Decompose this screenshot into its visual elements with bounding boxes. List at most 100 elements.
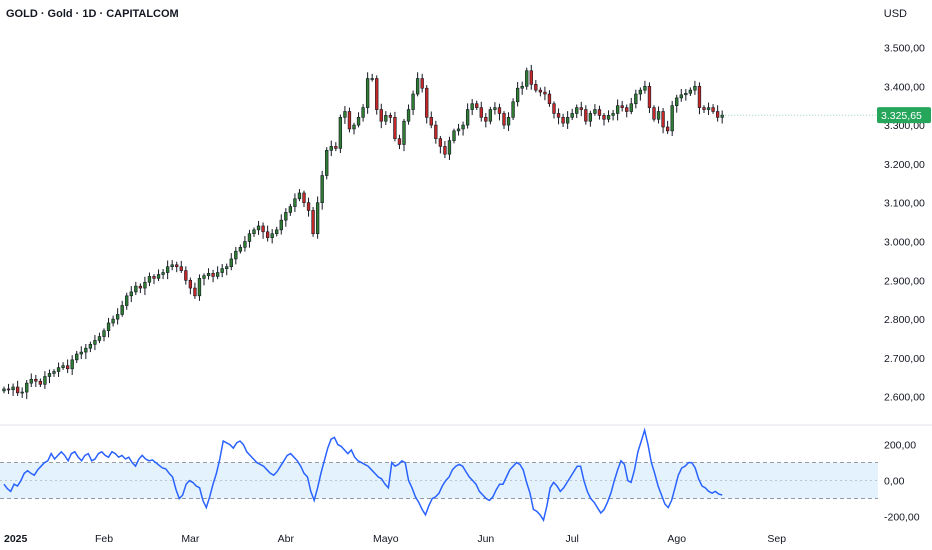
candle — [634, 89, 638, 109]
candle — [456, 123, 461, 136]
candle — [134, 281, 138, 296]
candle — [688, 87, 693, 96]
candle — [402, 118, 406, 152]
candle — [375, 75, 379, 115]
symbol-title: GOLD · Gold · 1D · CAPITALCOM — [6, 8, 179, 20]
candle — [506, 112, 511, 131]
candle — [529, 64, 533, 90]
candle — [329, 140, 333, 157]
candle — [620, 101, 624, 112]
candle — [293, 193, 297, 212]
candle — [706, 102, 711, 115]
candle — [602, 113, 606, 126]
candle — [425, 85, 429, 124]
time-tick-label: Feb — [95, 533, 113, 545]
candle — [461, 121, 465, 136]
candle — [261, 222, 265, 239]
candle — [693, 80, 697, 95]
candle — [334, 142, 338, 152]
candle — [406, 104, 411, 125]
price-tick-label: 2.700,00 — [884, 353, 925, 365]
candle — [429, 111, 433, 129]
candle — [597, 105, 602, 120]
candle — [275, 226, 279, 237]
price-tick-label: 3.100,00 — [884, 198, 925, 210]
candle — [715, 105, 720, 122]
candle — [484, 113, 488, 128]
candle — [515, 82, 520, 107]
candle — [606, 110, 611, 123]
candle — [120, 300, 124, 317]
candle — [670, 101, 674, 136]
candle — [538, 87, 543, 97]
candle — [593, 104, 597, 116]
candle — [356, 112, 361, 128]
time-tick-label: 2025 — [4, 533, 28, 545]
candle — [170, 260, 174, 271]
candle — [38, 378, 43, 388]
candle — [511, 98, 515, 121]
time-tick-label: Abr — [278, 533, 295, 545]
candle — [415, 72, 420, 97]
candle — [147, 272, 152, 287]
candle — [711, 104, 715, 114]
candle — [665, 120, 670, 134]
candle — [679, 88, 683, 102]
candle — [75, 350, 79, 363]
candle — [443, 140, 447, 159]
candle — [479, 101, 483, 122]
time-tick-label: Sep — [767, 533, 786, 545]
candle — [470, 99, 474, 115]
candle — [388, 112, 393, 124]
candle — [79, 346, 83, 360]
candle — [315, 196, 320, 239]
candle — [279, 214, 283, 235]
price-tick-label: 3.500,00 — [884, 42, 925, 54]
candle — [97, 332, 102, 344]
candle — [152, 274, 156, 285]
candle — [547, 90, 552, 107]
candle — [543, 86, 547, 101]
candle — [579, 101, 583, 117]
candle — [720, 110, 724, 124]
candle — [138, 283, 143, 294]
candle — [270, 229, 274, 244]
candle — [11, 383, 15, 396]
candle-series — [2, 64, 724, 400]
candle — [552, 101, 556, 119]
price-tick-label: 3.000,00 — [884, 236, 925, 248]
candle — [52, 369, 56, 377]
candle — [65, 359, 70, 374]
candle — [156, 269, 161, 282]
candle — [647, 82, 652, 114]
time-tick-label: Mayo — [373, 533, 399, 545]
candle — [215, 266, 220, 280]
candle — [447, 136, 452, 160]
candle — [588, 110, 593, 127]
time-axis: 2025 Feb Mar Abr Mayo Jun Jul Ago Sep — [4, 533, 786, 545]
candle — [306, 197, 311, 217]
candle — [225, 263, 229, 276]
candle — [47, 369, 52, 384]
candle — [165, 260, 170, 280]
candle — [502, 111, 506, 129]
price-tick-label: 3.400,00 — [884, 81, 925, 93]
candle — [525, 67, 529, 90]
candle — [220, 264, 224, 278]
last-price-badge — [877, 107, 931, 124]
price-axis: 2.600,00 2.700,00 2.800,00 2.900,00 3.000,00… — [722, 42, 931, 404]
time-tick-label: Jul — [565, 533, 578, 545]
candle — [361, 104, 365, 122]
candle — [452, 128, 456, 144]
candle — [20, 387, 24, 398]
candle — [325, 147, 329, 180]
candle — [115, 308, 120, 325]
candle — [411, 90, 415, 115]
candle — [556, 108, 561, 125]
candle — [193, 282, 197, 299]
candle — [102, 328, 106, 342]
candle — [565, 111, 570, 129]
candle — [343, 106, 347, 124]
candle — [584, 105, 588, 125]
